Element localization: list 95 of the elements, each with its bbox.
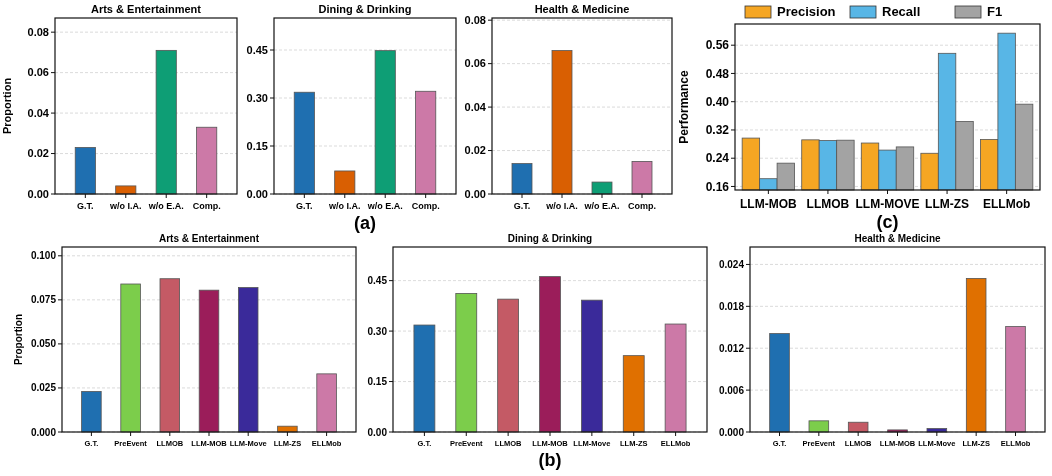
y-tick-label: 0.56 (705, 38, 730, 53)
x-tick-label: w/o I.A. (109, 201, 142, 211)
y-tick-label: 0.15 (246, 139, 268, 152)
bar (551, 50, 573, 195)
bar (415, 90, 437, 195)
bar (155, 49, 177, 195)
bar (413, 324, 436, 433)
bar (631, 161, 653, 195)
y-tick-label: 0.006 (718, 384, 745, 396)
y-tick-label: 0.08 (27, 26, 49, 39)
text: (a) (354, 213, 376, 233)
x-tick-label: LLM-MOB (740, 197, 798, 211)
x-tick-label: G.T. (296, 201, 313, 211)
x-tick-label: LLM-ZS (925, 197, 970, 211)
bar (74, 147, 96, 195)
chart-title: Health & Medicine (854, 233, 941, 244)
chart-title: Arts & Entertainment (90, 3, 202, 15)
bar (196, 126, 218, 195)
y-tick-label: 0.00 (27, 187, 49, 200)
y-tick-label: 0.15 (367, 376, 388, 388)
y-tick-label: 0.02 (464, 144, 486, 157)
legend-label: F1 (987, 4, 1003, 19)
y-tick-label: 0.08 (464, 14, 486, 27)
y-tick-label: 0.04 (27, 106, 50, 119)
bar (769, 333, 790, 433)
bar (808, 420, 830, 433)
text: (b) (538, 449, 562, 470)
y-tick-label: 0.075 (30, 294, 57, 306)
x-tick-label: G.T. (77, 201, 94, 211)
y-tick-label: 0.024 (718, 258, 745, 270)
x-tick-label: Comp. (628, 201, 656, 211)
y-axis-title: Proportion (13, 313, 24, 366)
y-tick-label: 0.000 (30, 426, 57, 438)
bar (965, 278, 987, 433)
x-tick-label: w/o E.A. (583, 201, 620, 211)
y-tick-label: 0.48 (705, 66, 730, 81)
y-tick-label: 0.100 (30, 250, 57, 262)
y-tick-label: 0.45 (367, 275, 388, 287)
x-tick-label: w/o I.A. (545, 201, 578, 211)
legend-label: Precision (777, 4, 836, 19)
x-tick-label: Comp. (192, 201, 221, 211)
x-tick-label: LLMOB (806, 197, 850, 211)
y-tick-label: 0.00 (367, 426, 388, 438)
y-tick-label: 0.06 (27, 66, 49, 79)
y-tick-label: 0.45 (246, 43, 268, 56)
y-tick-label: 0.04 (464, 100, 487, 113)
bar (455, 293, 478, 433)
y-tick-label: 0.30 (246, 91, 268, 104)
bar (81, 391, 102, 433)
y-tick-label: 0.025 (30, 382, 57, 394)
bar (334, 170, 356, 195)
bar (664, 323, 687, 433)
y-tick-label: 0.018 (718, 300, 745, 312)
y-tick-label: 0.000 (718, 426, 745, 438)
y-tick-label: 0.012 (718, 342, 745, 354)
y-tick-label: 0.16 (705, 179, 730, 194)
y-tick-label: 0.06 (464, 57, 486, 70)
x-tick-label: w/o E.A. (147, 201, 184, 211)
y-axis-title: Performance (676, 70, 691, 144)
bar (316, 373, 337, 433)
bar (1005, 326, 1026, 433)
bar (159, 278, 180, 433)
y-tick-label: 0.00 (464, 187, 486, 200)
bar (115, 185, 137, 195)
y-tick-label: 0.02 (27, 147, 49, 160)
chart-title: Health & Medicine (534, 3, 630, 15)
bar (622, 355, 645, 433)
bar (497, 298, 519, 433)
bar (120, 283, 141, 433)
bar (293, 91, 315, 195)
chart-title: Arts & Entertainment (158, 233, 260, 244)
y-tick-label: 0.40 (705, 94, 730, 109)
x-tick-label: w/o E.A. (366, 201, 403, 211)
x-tick-label: LLM-MOVE (855, 197, 920, 211)
bar (374, 50, 396, 195)
chart-title: Dining & Drinking (507, 233, 593, 244)
x-tick-label: w/o I.A. (328, 201, 361, 211)
text: (c) (876, 212, 899, 232)
y-tick-label: 0.30 (367, 325, 388, 337)
bar (591, 181, 613, 195)
bar (198, 289, 220, 433)
y-tick-label: 0.050 (30, 338, 57, 350)
y-tick-label: 0.32 (705, 123, 730, 138)
bar (511, 163, 533, 195)
x-tick-label: Comp. (411, 201, 440, 211)
x-tick-label: G.T. (513, 201, 531, 211)
legend-label: Recall (882, 4, 921, 19)
y-tick-label: 0.00 (246, 187, 268, 200)
chart-title: Dining & Drinking (318, 3, 412, 15)
bar (238, 287, 259, 433)
bar (581, 299, 603, 433)
x-tick-label: ELLMob (982, 197, 1031, 211)
bar (539, 276, 561, 433)
y-tick-label: 0.24 (705, 151, 730, 166)
y-axis-title: Proportion (1, 77, 14, 135)
